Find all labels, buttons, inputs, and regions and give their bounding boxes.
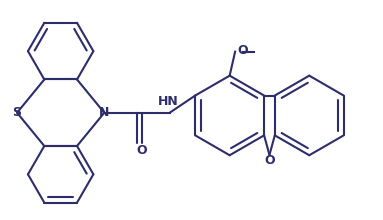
Text: O: O [136,144,147,157]
Text: S: S [13,106,21,119]
Text: HN: HN [158,95,179,108]
Text: N: N [99,106,110,119]
Text: O: O [264,154,275,167]
Text: O: O [237,44,248,57]
